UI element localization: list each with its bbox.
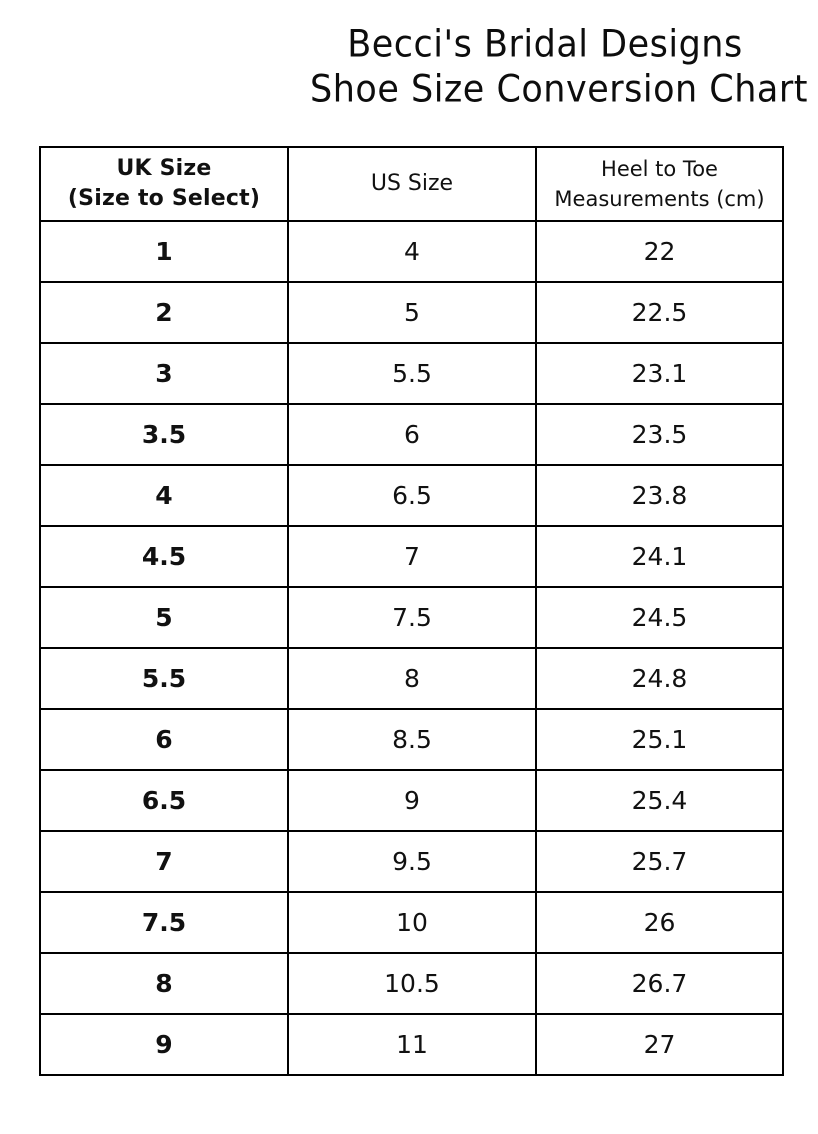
cell-heel-to-toe-cm: 23.1 [535,342,784,405]
shoe-size-conversion-table: UK Size (Size to Select) US Size Heel to… [39,146,784,1076]
column-header-heel-to-toe-line2: Measurements (cm) [554,187,765,211]
column-header-us-size-label: US Size [370,171,454,196]
cell-us-size: 5.5 [287,342,537,405]
cell-uk-size: 8 [39,952,289,1015]
cell-us-size: 5 [287,281,537,344]
cell-uk-size: 5.5 [39,647,289,710]
table-row: 4.5 7 24.1 [39,525,784,588]
cell-heel-to-toe-cm: 25.4 [535,769,784,832]
table-row: 4 6.5 23.8 [39,464,784,527]
cell-heel-to-toe-cm: 26 [535,891,784,954]
table-row: 3.5 6 23.5 [39,403,784,466]
cell-us-size: 9.5 [287,830,537,893]
cell-us-size: 11 [287,1013,537,1076]
table-row: 9 11 27 [39,1013,784,1076]
table-body: 1 4 22 2 5 22.5 3 5.5 23.1 3.5 6 23.5 4 6.5 23.8 4.5 7 24… [39,220,784,1076]
cell-heel-to-toe-cm: 27 [535,1013,784,1076]
cell-uk-size: 1 [39,220,289,283]
chart-title: Becci's Bridal Designs Shoe Size Convers… [310,23,808,114]
cell-heel-to-toe-cm: 25.7 [535,830,784,893]
table-row: 7 9.5 25.7 [39,830,784,893]
cell-us-size: 8 [287,647,537,710]
table-header: UK Size (Size to Select) US Size Heel to… [39,146,784,222]
column-header-uk-size-line2: (Size to Select) [67,186,261,211]
cell-us-size: 7.5 [287,586,537,649]
table-row: 6.5 9 25.4 [39,769,784,832]
cell-uk-size: 4 [39,464,289,527]
cell-us-size: 7 [287,525,537,588]
cell-us-size: 6 [287,403,537,466]
column-header-uk-size: UK Size (Size to Select) [39,146,289,222]
cell-heel-to-toe-cm: 24.1 [535,525,784,588]
cell-heel-to-toe-cm: 22.5 [535,281,784,344]
cell-uk-size: 6.5 [39,769,289,832]
cell-uk-size: 3.5 [39,403,289,466]
cell-uk-size: 7.5 [39,891,289,954]
cell-uk-size: 9 [39,1013,289,1076]
cell-us-size: 10 [287,891,537,954]
cell-heel-to-toe-cm: 24.5 [535,586,784,649]
cell-heel-to-toe-cm: 25.1 [535,708,784,771]
cell-uk-size: 3 [39,342,289,405]
cell-uk-size: 4.5 [39,525,289,588]
column-header-us-size: US Size [287,146,537,222]
cell-uk-size: 2 [39,281,289,344]
cell-heel-to-toe-cm: 26.7 [535,952,784,1015]
column-header-heel-to-toe: Heel to Toe Measurements (cm) [535,146,784,222]
cell-heel-to-toe-cm: 22 [535,220,784,283]
title-line-brand: Becci's Bridal Designs [347,23,743,66]
table-row: 5 7.5 24.5 [39,586,784,649]
table-row: 3 5.5 23.1 [39,342,784,405]
cell-us-size: 4 [287,220,537,283]
table-row: 1 4 22 [39,220,784,283]
cell-heel-to-toe-cm: 23.8 [535,464,784,527]
table-row: 7.5 10 26 [39,891,784,954]
cell-us-size: 6.5 [287,464,537,527]
column-header-uk-size-line1: UK Size [116,156,212,181]
cell-us-size: 10.5 [287,952,537,1015]
column-header-heel-to-toe-line1: Heel to Toe [601,157,718,181]
cell-uk-size: 6 [39,708,289,771]
title-line-subject: Shoe Size Conversion Chart [310,68,808,111]
cell-heel-to-toe-cm: 23.5 [535,403,784,466]
cell-heel-to-toe-cm: 24.8 [535,647,784,710]
table-header-row: UK Size (Size to Select) US Size Heel to… [39,146,784,222]
cell-uk-size: 5 [39,586,289,649]
table-row: 8 10.5 26.7 [39,952,784,1015]
table-row: 5.5 8 24.8 [39,647,784,710]
table-row: 6 8.5 25.1 [39,708,784,771]
table-row: 2 5 22.5 [39,281,784,344]
cell-us-size: 8.5 [287,708,537,771]
cell-us-size: 9 [287,769,537,832]
cell-uk-size: 7 [39,830,289,893]
